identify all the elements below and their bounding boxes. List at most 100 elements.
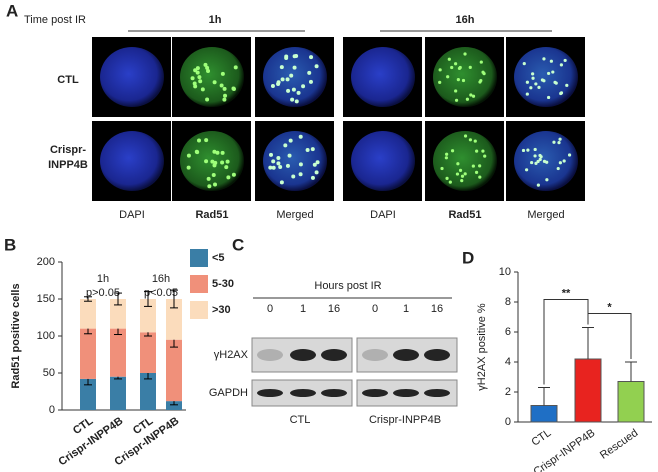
focus [534, 82, 538, 86]
focus [285, 77, 290, 82]
focus [285, 163, 290, 168]
focus [219, 83, 224, 88]
legend-label: >30 [212, 304, 231, 316]
focus [198, 79, 203, 84]
focus [450, 65, 454, 70]
focus [537, 85, 541, 89]
focus [231, 86, 236, 91]
focus [461, 78, 466, 83]
focus [444, 156, 448, 160]
focus [559, 63, 563, 67]
focus [471, 164, 475, 168]
focus [308, 79, 313, 84]
focus [310, 147, 315, 152]
nucleus [100, 131, 164, 191]
focus [551, 70, 555, 74]
nucleus [263, 47, 327, 107]
bar-segment [166, 401, 182, 410]
panel-label: A [6, 1, 18, 20]
legend-swatch [190, 249, 208, 267]
time-label: Time post IR [24, 14, 86, 26]
focus [226, 175, 231, 180]
significance-bracket [543, 299, 589, 385]
focus [220, 71, 225, 76]
focus [558, 161, 562, 165]
y-tick-label: 200 [37, 256, 55, 268]
x-tick-label: CTL [529, 427, 553, 449]
focus [552, 140, 556, 144]
focus [207, 184, 212, 189]
group-label: CTL [290, 414, 311, 426]
focus [224, 165, 229, 170]
focus [276, 80, 281, 85]
focus [286, 88, 291, 93]
focus [193, 68, 198, 73]
nucleus [351, 131, 415, 191]
focus [478, 164, 482, 168]
band [424, 349, 450, 361]
focus [448, 180, 452, 184]
focus [194, 149, 199, 154]
focus [284, 54, 289, 59]
focus [193, 84, 198, 89]
timepoint: 16h [456, 14, 475, 26]
lane-label: 0 [267, 303, 273, 315]
band [321, 349, 347, 361]
group-stat: p>0.05 [86, 287, 120, 299]
focus [220, 150, 225, 155]
focus [301, 84, 306, 89]
column-label: Rad51 [195, 209, 228, 221]
focus [289, 73, 294, 78]
focus [222, 97, 227, 102]
y-tick-label: 0 [505, 416, 511, 428]
focus [456, 78, 460, 82]
focus [291, 174, 296, 179]
focus [268, 165, 273, 170]
focus [292, 65, 297, 70]
bar-segment [166, 339, 182, 402]
focus [538, 157, 542, 162]
focus [298, 172, 303, 177]
band [362, 349, 388, 361]
focus [471, 94, 476, 98]
y-tick-label: 8 [505, 296, 511, 308]
bar-segment [80, 378, 96, 410]
x-tick-label: Rescued [598, 427, 640, 462]
focus [211, 173, 216, 178]
focus [565, 83, 569, 87]
focus [279, 65, 284, 70]
group-label: Crispr-INPP4B [369, 414, 441, 426]
legend-swatch [190, 275, 208, 293]
focus [536, 159, 540, 164]
focus [314, 170, 319, 175]
focus [463, 52, 467, 56]
lane-label: 16 [328, 303, 340, 315]
focus [531, 76, 535, 80]
protein-label: GAPDH [209, 387, 248, 399]
focus [438, 80, 442, 84]
focus [559, 91, 563, 96]
focus [270, 83, 275, 88]
focus [468, 65, 472, 69]
band [393, 349, 419, 361]
nucleus [514, 47, 578, 107]
row-label: CTL [57, 74, 79, 86]
nucleus [180, 47, 244, 107]
focus [279, 180, 284, 185]
focus [542, 57, 546, 61]
focus [454, 62, 458, 66]
row-label: Crispr- [50, 144, 86, 156]
focus [458, 168, 463, 172]
focus [563, 58, 567, 63]
focus [288, 138, 293, 143]
focus [545, 178, 549, 182]
focus [197, 75, 202, 80]
focus [212, 149, 217, 154]
focus [294, 99, 299, 104]
focus [463, 172, 467, 176]
focus [479, 78, 483, 83]
focus [475, 149, 479, 153]
focus [271, 159, 276, 164]
focus [287, 153, 292, 158]
focus [567, 153, 572, 157]
